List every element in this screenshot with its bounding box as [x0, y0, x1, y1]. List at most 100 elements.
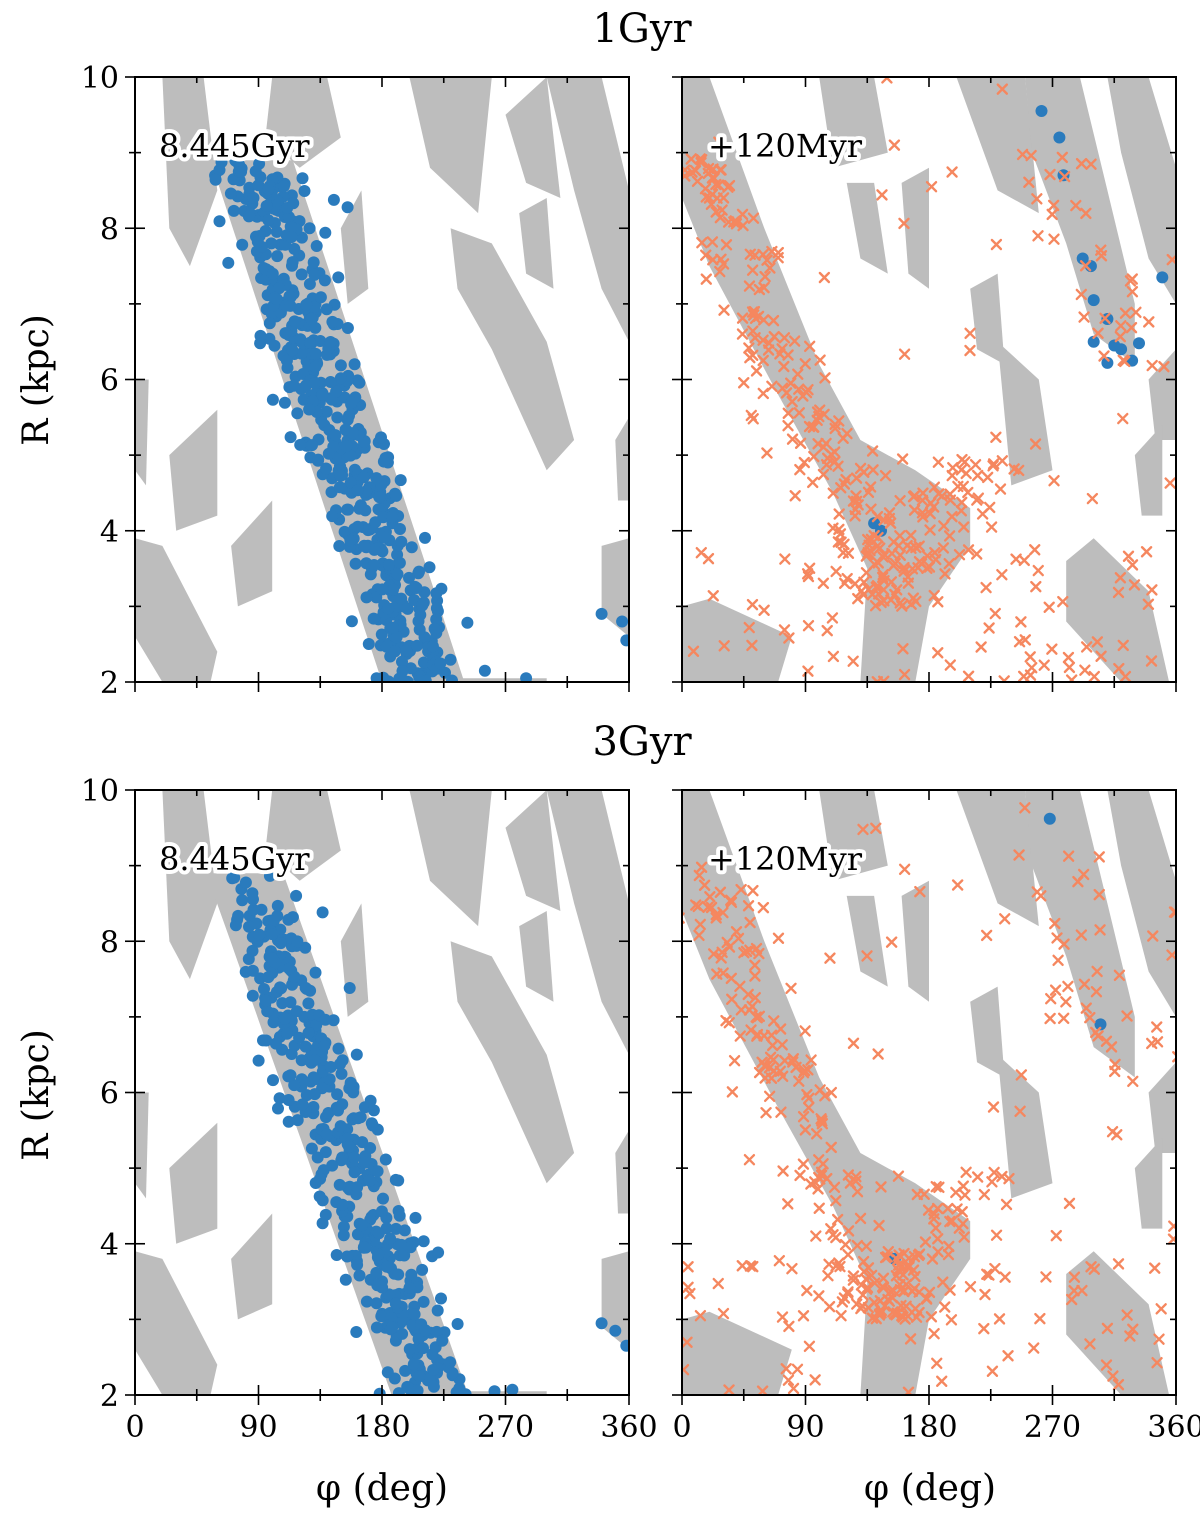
data-point [839, 1238, 852, 1251]
data-point [278, 1012, 291, 1025]
data-point [867, 464, 879, 476]
data-point [987, 460, 999, 472]
data-point [1168, 906, 1176, 918]
data-point [1057, 595, 1069, 608]
data-point [852, 592, 864, 605]
data-point [1093, 851, 1105, 863]
data-point [728, 1054, 741, 1067]
contour-band [340, 190, 369, 304]
data-point [370, 472, 383, 485]
data-point [228, 871, 241, 884]
data-point [905, 529, 917, 542]
data-point [842, 1249, 854, 1261]
data-point [1034, 1312, 1046, 1325]
data-point [793, 407, 806, 419]
data-point [847, 1037, 860, 1049]
data-point [1092, 327, 1104, 339]
data-point [346, 427, 359, 440]
data-point [293, 1031, 306, 1044]
data-point [813, 1202, 825, 1214]
data-point [851, 1239, 864, 1252]
data-point [1014, 1105, 1026, 1117]
data-point [1090, 1026, 1102, 1039]
data-point [772, 932, 785, 944]
data-point [399, 1364, 412, 1377]
data-point [446, 674, 458, 682]
data-point [351, 484, 364, 497]
data-point [393, 556, 406, 569]
data-point [825, 1141, 837, 1154]
data-point [764, 1051, 777, 1064]
data-point [284, 1069, 297, 1082]
data-point [254, 337, 267, 350]
data-point [936, 1375, 948, 1387]
contour-band [601, 538, 629, 637]
contour-band [956, 790, 1039, 927]
data-point [307, 256, 320, 269]
data-point [823, 1300, 836, 1313]
data-point [782, 1374, 795, 1386]
data-point [1057, 1012, 1070, 1025]
data-point [1049, 984, 1062, 996]
data-point [969, 459, 982, 471]
data-point [682, 1261, 694, 1273]
data-point [746, 264, 759, 276]
data-point [411, 639, 423, 652]
data-point [861, 950, 873, 962]
data-point [791, 1363, 804, 1375]
data-point [808, 450, 820, 463]
row-title-1: 1Gyr [592, 6, 692, 52]
data-point [971, 1171, 984, 1183]
data-point [1048, 474, 1060, 487]
data-point [875, 1181, 887, 1193]
data-point [409, 580, 422, 593]
data-point [803, 1340, 816, 1353]
data-point [370, 1266, 383, 1279]
contour-band [1107, 790, 1176, 1017]
data-point [336, 1054, 349, 1067]
data-point [296, 172, 309, 185]
data-point [714, 265, 726, 278]
data-point [778, 332, 791, 344]
data-point [819, 1090, 831, 1102]
data-point [282, 211, 295, 223]
data-point [1087, 335, 1100, 348]
data-point [1058, 170, 1071, 183]
data-point [1046, 643, 1058, 655]
data-point [842, 1169, 855, 1181]
data-point [1101, 313, 1114, 325]
data-point [1114, 330, 1127, 343]
data-point [794, 1169, 806, 1182]
data-point [776, 382, 789, 394]
contour-band [519, 198, 554, 289]
data-point [348, 1151, 361, 1164]
data-point [951, 879, 964, 891]
data-point [812, 438, 824, 450]
contour-band [1148, 1062, 1176, 1153]
data-point [1016, 148, 1029, 161]
data-point [271, 250, 284, 263]
data-point [758, 604, 770, 616]
data-point [375, 628, 388, 641]
data-point [390, 489, 403, 502]
data-point [318, 274, 331, 287]
data-point [1124, 1330, 1136, 1342]
data-point [1049, 917, 1061, 930]
contour-band [970, 986, 1005, 1078]
data-point [1088, 670, 1100, 682]
data-point [322, 1107, 335, 1119]
data-point [887, 1284, 899, 1297]
data-point [743, 621, 755, 634]
data-point [682, 1363, 690, 1376]
data-point [898, 1285, 910, 1297]
data-point [732, 932, 745, 945]
data-point [986, 1176, 998, 1188]
data-point [1046, 208, 1058, 221]
data-point [930, 1222, 942, 1234]
data-point [763, 1062, 776, 1074]
data-point [295, 1054, 308, 1067]
data-point [397, 674, 410, 682]
data-point [324, 336, 337, 348]
data-point [875, 524, 887, 537]
data-point [412, 1333, 425, 1346]
